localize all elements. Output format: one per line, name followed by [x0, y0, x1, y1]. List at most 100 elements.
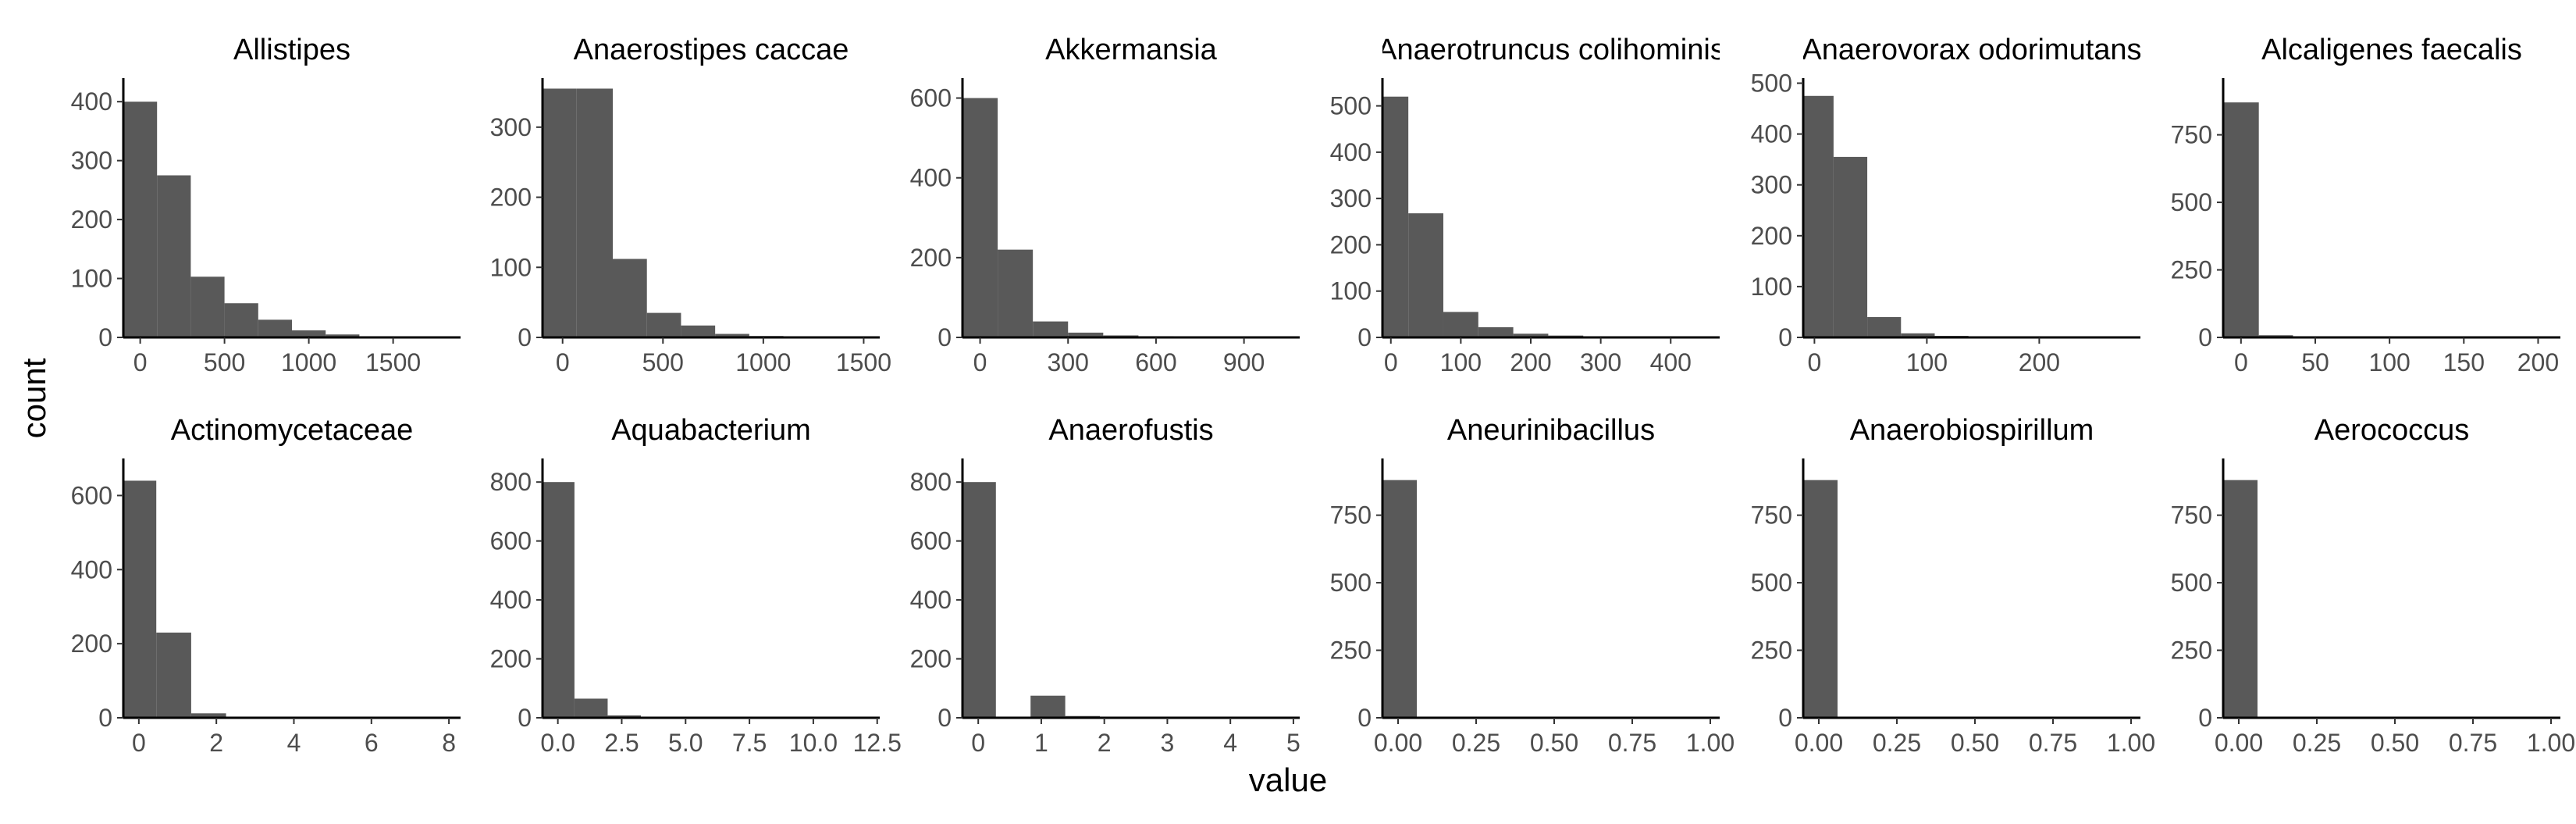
x-tick-label: 0.50	[2371, 729, 2419, 757]
x-tick-label: 300	[1048, 348, 1089, 376]
y-tick-label: 300	[1751, 171, 1792, 199]
x-tick-label: 100	[2368, 348, 2410, 376]
y-tick-label: 100	[71, 265, 112, 293]
x-tick-label: 1500	[836, 348, 891, 376]
x-tick-label: 500	[204, 348, 245, 376]
y-tick-label: 0	[938, 323, 952, 351]
y-tick-label: 100	[1751, 273, 1792, 301]
y-tick-label: 0	[518, 704, 532, 732]
histogram-bar	[2223, 480, 2258, 718]
x-tick-label: 0	[1384, 348, 1398, 376]
x-tick-label: 6	[365, 729, 379, 757]
y-tick-label: 500	[2171, 188, 2212, 216]
histogram-bar	[1382, 480, 1417, 718]
x-tick-label: 0.75	[1608, 729, 1656, 757]
panel-title: Anaerostipes caccae	[574, 34, 849, 66]
x-tick-label: 0	[556, 348, 570, 376]
x-tick-label: 0.50	[1530, 729, 1578, 757]
y-tick-label: 100	[1330, 277, 1372, 305]
histogram-bar	[1867, 317, 1901, 337]
x-tick-label: 0.50	[1951, 729, 1999, 757]
histogram-bar	[258, 319, 292, 337]
y-tick-label: 0	[1778, 704, 1792, 732]
x-tick-label: 5	[1286, 729, 1300, 757]
panel-title: Allistipes	[233, 34, 350, 66]
y-tick-label: 100	[490, 253, 532, 281]
y-tick-label: 0	[518, 323, 532, 351]
y-tick-label: 400	[490, 586, 532, 614]
histogram-bar	[2223, 102, 2259, 337]
x-tick-label: 1.00	[2527, 729, 2575, 757]
y-tick-label: 200	[910, 244, 952, 272]
y-tick-label: 500	[1751, 70, 1792, 98]
histogram-bar	[962, 482, 996, 718]
histogram-panel: Anaerovorax odorimutans01002003004005000…	[1751, 34, 2142, 376]
x-tick-label: 0	[2234, 348, 2248, 376]
y-tick-label: 0	[1357, 323, 1372, 351]
x-tick-label: 1	[1034, 729, 1048, 757]
y-tick-label: 500	[1330, 92, 1372, 120]
y-tick-label: 200	[71, 630, 112, 658]
x-tick-label: 4	[287, 729, 301, 757]
x-tick-label: 0.25	[1452, 729, 1500, 757]
y-tick-label: 400	[1751, 120, 1792, 148]
histogram-bar	[543, 482, 575, 718]
y-tick-label: 600	[490, 527, 532, 555]
x-tick-label: 0.25	[1873, 729, 1921, 757]
y-tick-label: 500	[2171, 569, 2212, 597]
y-tick-label: 0	[1357, 704, 1372, 732]
y-tick-label: 200	[1751, 222, 1792, 250]
y-tick-label: 800	[490, 468, 532, 496]
x-tick-label: 5.0	[668, 729, 703, 757]
panel-title: Aneurinibacillus	[1447, 414, 1655, 447]
x-tick-label: 0	[971, 729, 985, 757]
y-tick-label: 500	[1330, 569, 1372, 597]
x-tick-label: 0	[973, 348, 987, 376]
x-tick-label: 500	[642, 348, 684, 376]
x-tick-label: 200	[1510, 348, 1551, 376]
x-tick-label: 0.75	[2449, 729, 2497, 757]
y-tick-label: 400	[910, 164, 952, 192]
y-tick-label: 750	[1751, 501, 1792, 530]
y-tick-label: 750	[1330, 501, 1372, 530]
histogram-bar	[575, 698, 608, 718]
histogram-bar	[613, 259, 647, 337]
y-tick-label: 0	[98, 704, 112, 732]
histogram-bar	[543, 88, 577, 337]
y-tick-label: 200	[1330, 230, 1372, 259]
histogram-bar	[998, 250, 1033, 337]
x-tick-label: 0.00	[1795, 729, 1843, 757]
y-tick-label: 400	[71, 87, 112, 116]
x-tick-label: 1.00	[2107, 729, 2155, 757]
x-tick-label: 1000	[281, 348, 336, 376]
y-tick-label: 200	[490, 184, 532, 212]
panel-title: Actinomycetaceae	[171, 414, 414, 447]
y-tick-label: 750	[2171, 121, 2212, 149]
x-tick-label: 0.0	[540, 729, 575, 757]
histogram-bar	[123, 102, 157, 337]
x-tick-label: 0.00	[2215, 729, 2263, 757]
x-tick-label: 2	[209, 729, 223, 757]
y-tick-label: 250	[2171, 637, 2212, 665]
y-tick-label: 200	[71, 205, 112, 234]
y-tick-label: 0	[2198, 704, 2212, 732]
panel-title: Aquabacterium	[611, 414, 811, 447]
y-tick-label: 800	[910, 468, 952, 496]
panel-title: Aerococcus	[2314, 414, 2470, 447]
y-tick-label: 400	[71, 555, 112, 583]
x-tick-label: 600	[1135, 348, 1176, 376]
y-tick-label: 250	[1751, 637, 1792, 665]
y-tick-label: 750	[2171, 501, 2212, 530]
y-tick-label: 300	[71, 147, 112, 175]
x-tick-label: 0.00	[1374, 729, 1422, 757]
x-tick-label: 2.5	[604, 729, 639, 757]
histogram-bar	[647, 313, 681, 337]
x-tick-label: 10.0	[789, 729, 838, 757]
y-tick-label: 0	[1778, 323, 1792, 351]
x-tick-label: 400	[1650, 348, 1692, 376]
x-tick-label: 200	[2019, 348, 2060, 376]
